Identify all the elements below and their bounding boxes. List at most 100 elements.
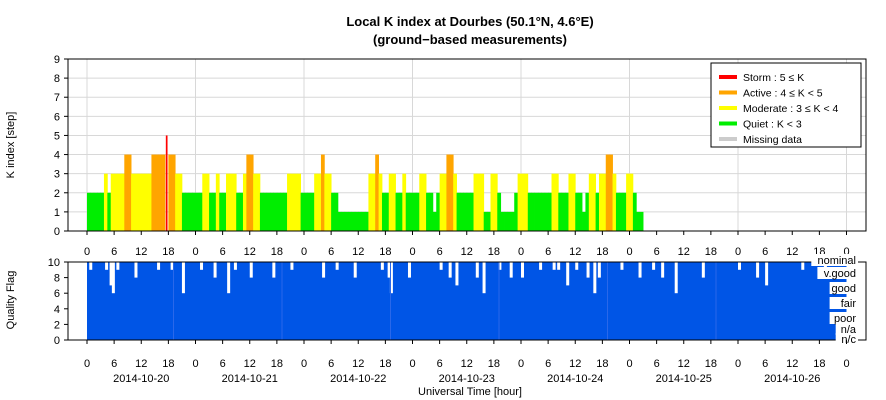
date-label: 2014-10-24 xyxy=(547,373,603,385)
k-bar xyxy=(90,192,95,231)
quality-dip xyxy=(738,262,741,270)
k-bar xyxy=(470,192,474,231)
hour-tick-label: 18 xyxy=(271,246,283,258)
k-bar xyxy=(463,192,468,231)
k-bar xyxy=(114,173,118,231)
k-bar xyxy=(443,173,447,231)
hour-tick-label: 12 xyxy=(569,246,581,258)
quality-dip xyxy=(557,262,561,270)
k-bar xyxy=(449,154,454,231)
hour-tick-label: 12 xyxy=(461,246,473,258)
k-bar xyxy=(314,173,318,231)
k-bar xyxy=(287,173,291,231)
quality-dip xyxy=(200,262,204,270)
k-bar xyxy=(320,154,325,231)
k-bar xyxy=(554,173,559,231)
k-bar xyxy=(324,173,329,231)
k-bar xyxy=(459,192,464,231)
k-bar xyxy=(148,173,152,231)
k-bar xyxy=(517,173,522,231)
k-bar xyxy=(209,192,213,231)
k-bar xyxy=(415,192,420,231)
k-bar xyxy=(107,192,112,231)
k-bar xyxy=(510,211,515,231)
quality-label-bg xyxy=(829,297,858,309)
hour-tick-label: 12 xyxy=(678,246,690,258)
hour-tick-label: 6 xyxy=(111,358,117,370)
k-bar xyxy=(409,192,413,231)
k-tick-label: 2 xyxy=(54,188,60,200)
quality-level-label: v.good xyxy=(824,268,856,280)
hour-tick-label: 6 xyxy=(437,358,443,370)
k-bar xyxy=(398,192,403,231)
quality-dip xyxy=(586,262,590,278)
k-bar xyxy=(120,173,125,231)
k-bar xyxy=(381,192,386,231)
hour-tick-label: 0 xyxy=(301,358,307,370)
quality-dip xyxy=(157,262,161,270)
k-bar xyxy=(154,154,159,231)
quality-label-bg xyxy=(811,254,858,266)
hour-tick-label: 6 xyxy=(762,358,768,370)
quality-tick-label: 8 xyxy=(54,273,60,285)
quality-dip xyxy=(389,262,393,294)
k-bar xyxy=(368,173,373,231)
k-bar xyxy=(110,173,115,231)
hour-tick-label: 18 xyxy=(488,246,500,258)
hour-tick-label: 6 xyxy=(437,246,443,258)
quality-dip xyxy=(509,262,513,278)
x-axis-label: Universal Time [hour] xyxy=(418,386,522,398)
k-bar xyxy=(300,192,305,231)
k-tick-label: 8 xyxy=(54,73,60,85)
k-bar xyxy=(280,192,285,231)
k-bar xyxy=(293,173,298,231)
date-label: 2014-10-20 xyxy=(113,373,169,385)
hour-tick-label: 6 xyxy=(111,246,117,258)
quality-label-bg xyxy=(835,323,858,335)
hour-tick-label: 18 xyxy=(162,358,174,370)
k-bar xyxy=(117,173,122,231)
k-bar xyxy=(405,192,410,231)
hour-tick-label: 6 xyxy=(762,246,768,258)
legend-label: Moderate : 3 ≤ K < 4 xyxy=(743,103,839,115)
k-bar xyxy=(615,192,620,231)
k-tick-label: 3 xyxy=(54,169,60,181)
quality-dip xyxy=(620,262,624,270)
k-bar xyxy=(422,173,427,231)
k-bar xyxy=(263,192,268,231)
k-bar xyxy=(270,192,274,231)
k-bar xyxy=(585,192,590,231)
k-bar xyxy=(388,173,393,231)
k-bar xyxy=(392,173,396,231)
hour-tick-label: 18 xyxy=(162,246,174,258)
k-bar xyxy=(544,192,549,231)
k-bar xyxy=(144,173,149,231)
k-bar xyxy=(619,192,624,231)
k-bar xyxy=(521,173,525,231)
hour-tick-label: 0 xyxy=(626,246,632,258)
k-bar xyxy=(378,173,383,231)
quality-tick-label: 4 xyxy=(54,304,60,316)
k-bar xyxy=(103,173,108,231)
quality-axis-label: Quality Flag xyxy=(5,271,17,330)
k-bar xyxy=(487,211,491,231)
quality-level-label: fair xyxy=(841,298,857,310)
k-bar xyxy=(307,192,312,231)
date-label: 2014-10-23 xyxy=(439,373,495,385)
k-bar xyxy=(134,173,139,231)
k-bar xyxy=(575,192,580,231)
hour-tick-label: 6 xyxy=(328,358,334,370)
date-label: 2014-10-26 xyxy=(764,373,820,385)
quality-dip xyxy=(638,262,642,278)
k-bar xyxy=(605,154,610,231)
quality-dip xyxy=(455,262,459,286)
hour-tick-label: 0 xyxy=(626,358,632,370)
hour-tick-label: 18 xyxy=(705,246,717,258)
k-bar xyxy=(304,192,308,231)
hour-tick-label: 0 xyxy=(301,246,307,258)
k-tick-label: 5 xyxy=(54,130,60,142)
hour-tick-label: 18 xyxy=(813,358,825,370)
quality-level-label: n/c xyxy=(841,334,856,346)
quality-dip xyxy=(661,262,665,278)
hour-tick-label: 6 xyxy=(328,246,334,258)
